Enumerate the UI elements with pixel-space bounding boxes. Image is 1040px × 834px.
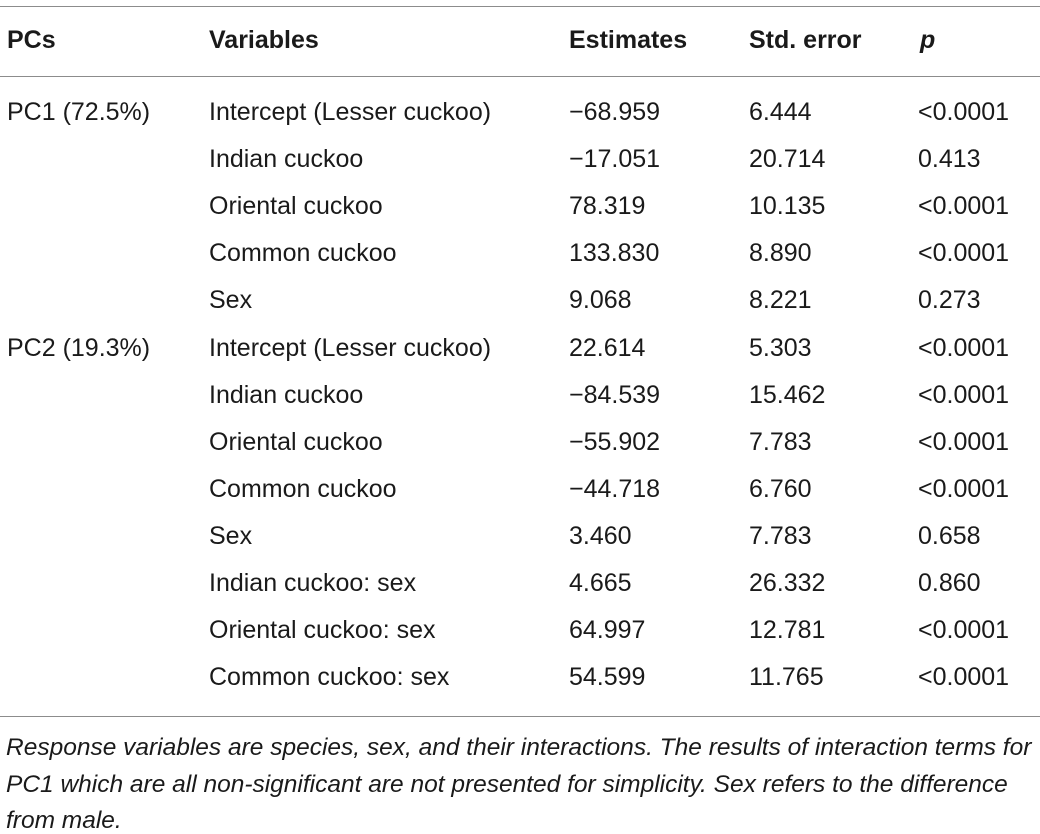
row-std-error-cell: 7.783 xyxy=(749,427,812,456)
row-estimate-cell: −68.959 xyxy=(569,98,661,126)
row-estimate-cell: 54.599 xyxy=(569,663,646,692)
row-p-value-cell: <0.0001 xyxy=(918,333,1010,362)
row-p-value-cell: <0.0001 xyxy=(918,663,1010,692)
row-pc-cell: PC2 (19.3%) xyxy=(7,333,151,362)
table-row: PC1 (72.5%) Intercept (Lesser cuckoo) −68.… xyxy=(0,89,1040,136)
row-estimate-cell: −44.718 xyxy=(569,474,661,503)
row-p-value-cell: 0.273 xyxy=(918,286,981,315)
row-std-error-cell: 8.890 xyxy=(749,239,812,268)
row-variable-cell: Common cuckoo xyxy=(209,474,397,503)
row-p-value-cell: <0.0001 xyxy=(918,616,1010,645)
row-variable-cell: Oriental cuckoo xyxy=(209,427,383,456)
row-p-value-cell: 0.413 xyxy=(918,145,981,174)
header-pcs: PCs xyxy=(7,26,56,54)
row-variable-cell: Indian cuckoo xyxy=(209,145,364,174)
row-p-value-cell: <0.0001 xyxy=(918,192,1010,221)
row-p-value-cell: 0.658 xyxy=(918,521,981,550)
row-variable-cell: Indian cuckoo: sex xyxy=(209,569,417,597)
table-header-rule xyxy=(0,76,1040,77)
row-variable-cell: Oriental cuckoo: sex xyxy=(209,616,436,645)
row-variable-cell: Sex xyxy=(209,521,253,550)
table-top-rule xyxy=(0,6,1040,7)
row-estimate-cell: 78.319 xyxy=(569,192,646,221)
header-std-error: Std. error xyxy=(749,26,862,54)
header-estimates: Estimates xyxy=(569,26,688,54)
row-p-value-cell: <0.0001 xyxy=(918,427,1010,456)
header-p: p xyxy=(920,26,936,54)
table-row: Indian cuckoo: sex 4.665 26.332 0.860 xyxy=(0,560,1040,607)
table-header-row: PCs Variables Estimates Std. error p xyxy=(0,17,1040,64)
row-variable-cell: Intercept (Lesser cuckoo) xyxy=(209,98,492,126)
table-footnote: Response variables are species, sex, and… xyxy=(6,734,1032,834)
table-row: Common cuckoo −44.718 6.760 <0.0001 xyxy=(0,466,1040,513)
row-variable-cell: Common cuckoo xyxy=(209,239,397,268)
table-row: PC2 (19.3%) Intercept (Lesser cuckoo) 22.6… xyxy=(0,325,1040,372)
row-estimate-cell: −84.539 xyxy=(569,380,661,409)
row-variable-cell: Common cuckoo: sex xyxy=(209,663,450,692)
table-row: Common cuckoo 133.830 8.890 <0.0001 xyxy=(0,230,1040,277)
table-row: Sex 3.460 7.783 0.658 xyxy=(0,513,1040,560)
row-std-error-cell: 20.714 xyxy=(749,145,826,174)
row-estimate-cell: −55.902 xyxy=(569,427,661,456)
table-row: Oriental cuckoo −55.902 7.783 <0.0001 xyxy=(0,419,1040,466)
row-estimate-cell: 64.997 xyxy=(569,616,646,645)
row-estimate-cell: 9.068 xyxy=(569,286,632,315)
row-std-error-cell: 6.444 xyxy=(749,98,812,126)
table-row: Indian cuckoo −17.051 20.714 0.413 xyxy=(0,136,1040,183)
table-row: Indian cuckoo −84.539 15.462 <0.0001 xyxy=(0,372,1040,419)
row-estimate-cell: 3.460 xyxy=(569,521,632,550)
row-p-value-cell: <0.0001 xyxy=(918,98,1010,126)
row-pc-cell: PC1 (72.5%) xyxy=(7,98,151,126)
row-estimate-cell: 22.614 xyxy=(569,333,646,362)
row-p-value-cell: <0.0001 xyxy=(918,380,1010,409)
row-std-error-cell: 11.765 xyxy=(749,663,824,692)
row-p-value-cell: 0.860 xyxy=(918,569,981,597)
row-p-value-cell: <0.0001 xyxy=(918,474,1010,503)
row-std-error-cell: 8.221 xyxy=(749,286,812,315)
row-std-error-cell: 5.303 xyxy=(749,333,812,362)
row-std-error-cell: 26.332 xyxy=(749,569,826,597)
table-row: Oriental cuckoo: sex 64.997 12.781 <0.0001 xyxy=(0,607,1040,654)
row-p-value-cell: <0.0001 xyxy=(918,239,1010,268)
row-estimate-cell: 4.665 xyxy=(569,569,632,597)
row-std-error-cell: 7.783 xyxy=(749,521,812,550)
table-row: Common cuckoo: sex 54.599 11.765 <0.0001 xyxy=(0,654,1040,701)
table-row: Sex 9.068 8.221 0.273 xyxy=(0,277,1040,324)
row-variable-cell: Oriental cuckoo xyxy=(209,192,383,221)
table-bottom-rule xyxy=(0,716,1040,717)
row-estimate-cell: 133.830 xyxy=(569,239,660,268)
row-std-error-cell: 6.760 xyxy=(749,474,812,503)
row-std-error-cell: 15.462 xyxy=(749,380,826,409)
table-row: Oriental cuckoo 78.319 10.135 <0.0001 xyxy=(0,183,1040,230)
row-estimate-cell: −17.051 xyxy=(569,145,661,174)
row-variable-cell: Intercept (Lesser cuckoo) xyxy=(209,333,492,362)
row-std-error-cell: 12.781 xyxy=(749,616,826,645)
row-variable-cell: Indian cuckoo xyxy=(209,380,364,409)
row-std-error-cell: 10.135 xyxy=(749,192,826,221)
row-variable-cell: Sex xyxy=(209,286,253,315)
header-variables: Variables xyxy=(209,26,319,54)
